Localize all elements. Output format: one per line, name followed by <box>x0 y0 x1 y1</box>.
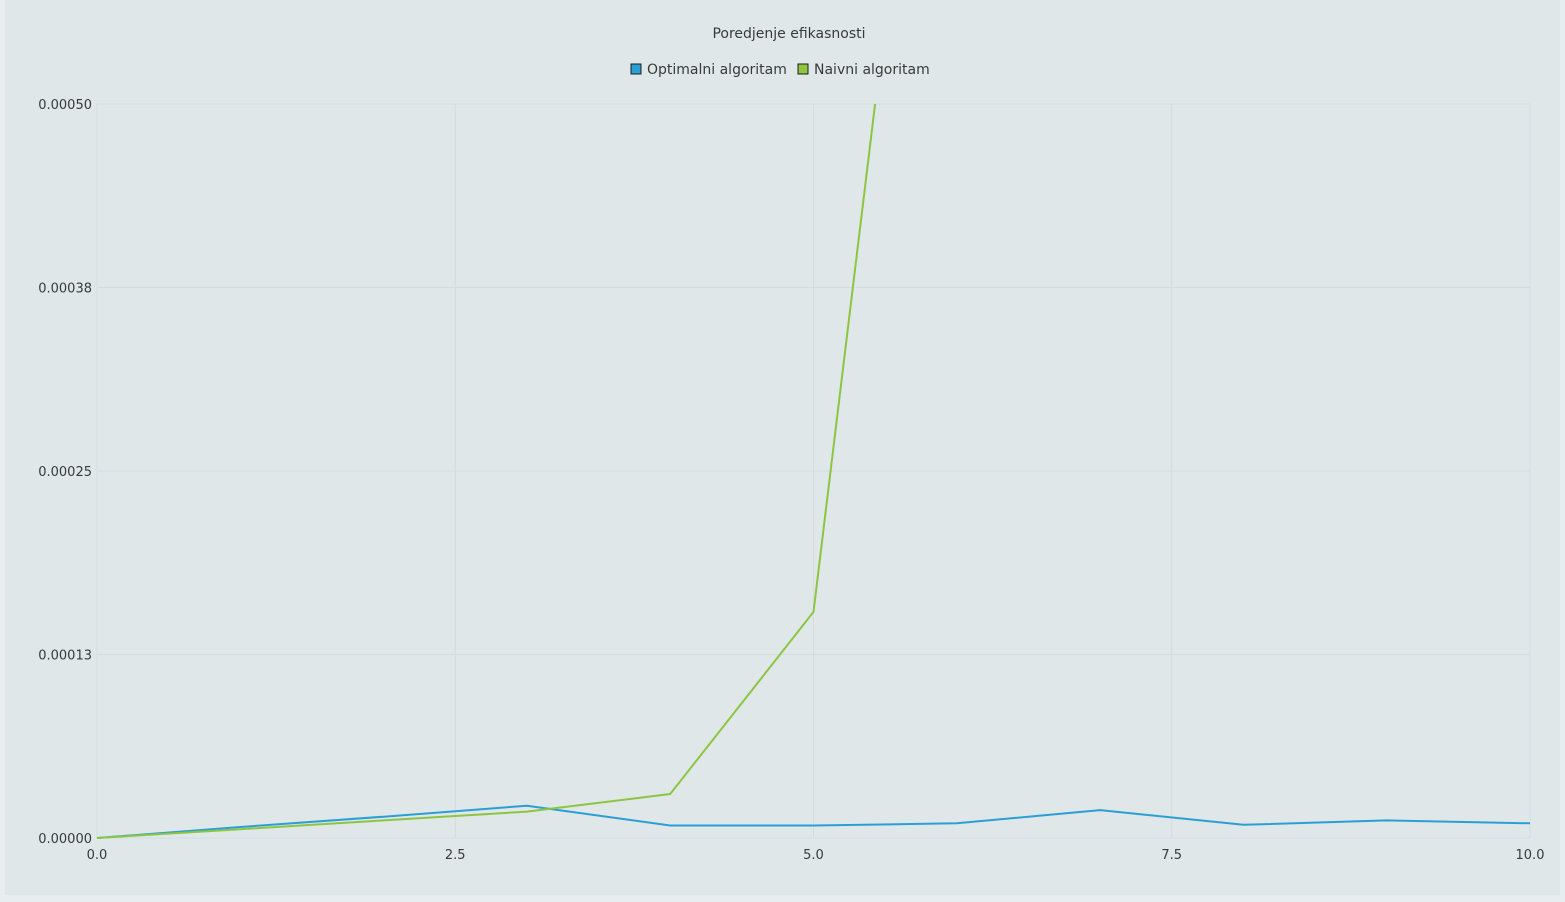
chart-title: Poredjenje efikasnosti <box>712 26 865 42</box>
y-tick-label: 0.00025 <box>38 465 92 480</box>
legend-swatch-optimalni[interactable] <box>630 63 642 75</box>
x-tick-label: 2.5 <box>445 848 466 863</box>
series-layer <box>96 103 1531 839</box>
y-tick-label: 0.00050 <box>38 98 92 113</box>
y-tick-label: 0.00013 <box>38 649 92 664</box>
y-tick-label: 0.00038 <box>38 282 92 297</box>
y-tick-label: 0.00000 <box>38 832 92 847</box>
x-tick-label: 10.0 <box>1516 848 1545 863</box>
x-tick-label: 7.5 <box>1161 848 1182 863</box>
legend-swatch-naivni[interactable] <box>797 63 809 75</box>
legend-label-naivni[interactable]: Naivni algoritam <box>814 62 930 78</box>
legend: Optimalni algoritam Naivni algoritam <box>630 62 930 78</box>
x-tick-label: 5.0 <box>803 848 824 863</box>
chart-panel: Poredjenje efikasnosti Optimalni algorit… <box>5 0 1560 895</box>
grid <box>96 103 1531 839</box>
legend-label-optimalni[interactable]: Optimalni algoritam <box>647 62 787 78</box>
series-line-optimalni[interactable] <box>96 804 1531 839</box>
line-chart: Poredjenje efikasnosti Optimalni algorit… <box>38 26 1544 863</box>
series-line-naivni[interactable] <box>96 103 877 839</box>
axes: 0.00000 0.00013 0.00025 0.00038 0.00050 0.0 2.… <box>38 98 1544 863</box>
x-tick-label: 0.0 <box>87 848 108 863</box>
